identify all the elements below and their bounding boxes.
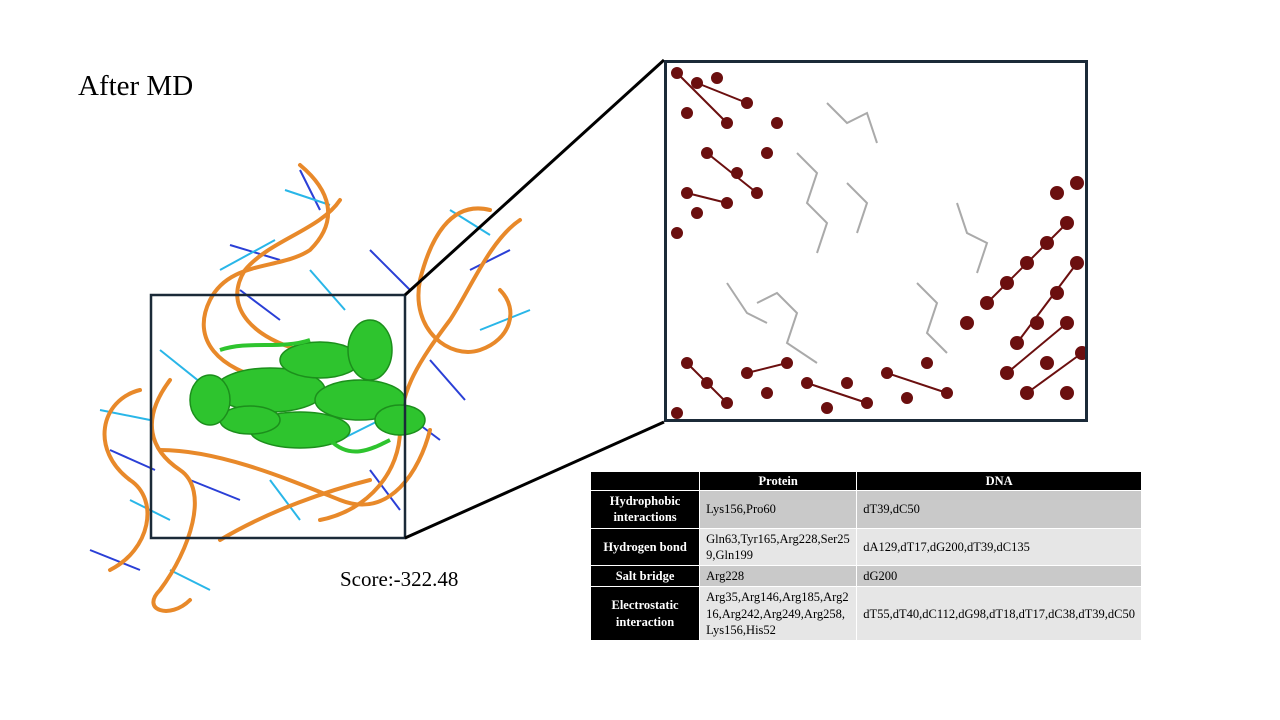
protein-residues: Lys156,Pro60 [699,490,858,529]
row-label: Hydrogen bond [589,527,701,566]
protein-residues: Arg228 [699,564,858,588]
dna-residues: dG200 [856,564,1142,588]
docking-score: Score:-322.48 [340,567,459,591]
table-row: Salt bridge Arg228 dG200 [589,564,1142,588]
row-label: Hydrophobic interactions [589,490,701,529]
dna-residues: dT55,dT40,dC112,dG98,dT18,dT17,dC38,dT39… [856,586,1142,641]
protein-dna-complex-image [89,163,531,613]
protein-helices [189,319,426,454]
dna-atoms-right [960,176,1085,400]
zoomed-interface-image [664,60,1088,422]
row-label: Electrostatic interaction [589,586,701,641]
protein-residues: Arg35,Arg146,Arg185,Arg216,Arg242,Arg249… [699,586,858,641]
dna-atoms-top-left [671,67,783,239]
dna-residues: dT39,dC50 [856,490,1142,529]
table-row: Electrostatic interaction Arg35,Arg146,A… [589,586,1142,641]
dna-residues: dA129,dT17,dG200,dT39,dC135 [856,527,1142,566]
header-dna: DNA [856,471,1142,491]
table-row: Hydrogen bond Gln63,Tyr165,Arg228,Ser259… [589,527,1142,566]
slide-title: After MD [78,70,194,102]
interaction-table: Protein DNA Hydrophobic interactions Lys… [589,471,1142,641]
protein-residues: Gln63,Tyr165,Arg228,Ser259,Gln199 [699,527,858,566]
header-protein: Protein [699,471,858,491]
ligand-sticks [726,102,989,364]
table-row: Hydrophobic interactions Lys156,Pro60 dT… [589,490,1142,529]
row-label: Salt bridge [589,564,701,588]
dna-atoms-bottom [671,357,953,419]
table-header-row: Protein DNA [589,471,1142,491]
header-blank [589,471,701,491]
